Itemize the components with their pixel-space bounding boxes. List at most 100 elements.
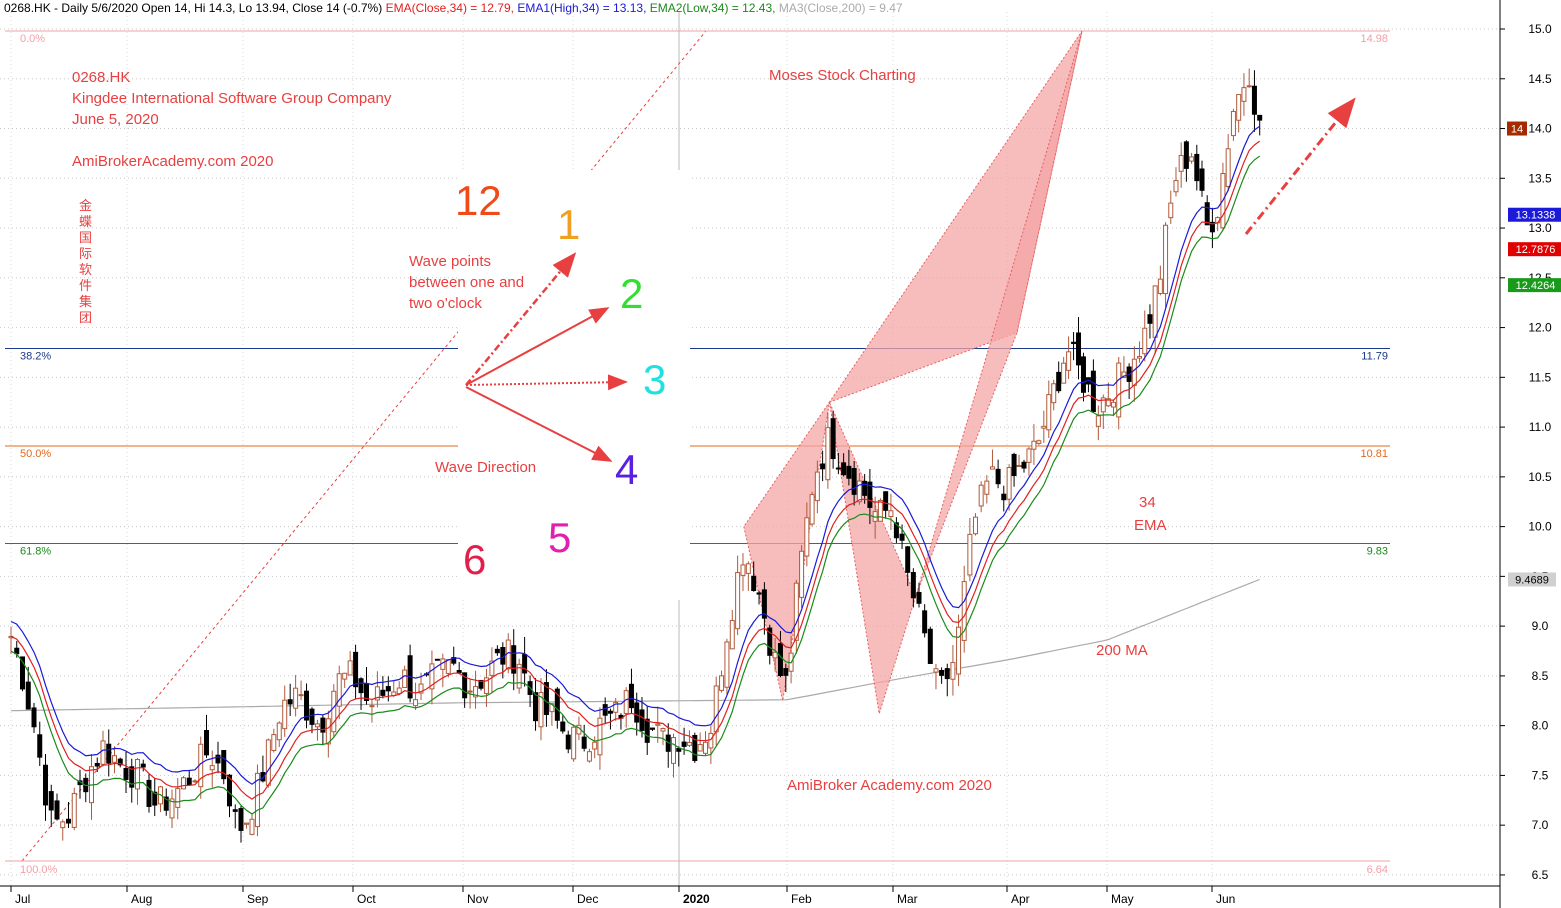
date-label: June 5, 2020 [72, 111, 159, 128]
candle-body [1026, 448, 1032, 463]
company-label: Kingdee International Software Group Com… [72, 90, 392, 107]
candle-body [123, 767, 129, 780]
candle-body [973, 516, 979, 535]
candle-body [745, 563, 751, 574]
candle-body [1080, 356, 1086, 393]
candle-body [1204, 202, 1210, 226]
candle-body [221, 750, 227, 780]
candle-body [152, 791, 158, 806]
candle-body [434, 658, 440, 661]
fib-value-label: 10.81 [1360, 448, 1388, 460]
candle-body [634, 702, 640, 723]
candle-body [686, 741, 692, 746]
candle-body [916, 591, 922, 604]
candle-body [192, 780, 198, 783]
candle-body [899, 533, 905, 541]
y-tick-label: 12.0 [1528, 321, 1552, 335]
candle-body [265, 739, 271, 786]
candle-body [445, 659, 451, 674]
fib-value-label: 9.83 [1367, 546, 1388, 558]
candle-body [1001, 493, 1007, 501]
candle-body [1021, 461, 1027, 469]
ticker-label: 0268.HK [72, 69, 131, 86]
y-tick-label: 8.5 [1532, 669, 1549, 683]
y-tick-label: 14.5 [1528, 72, 1552, 86]
candle-body [565, 734, 571, 750]
price-tag-label: 12.4264 [1516, 280, 1556, 292]
candle-body [1046, 394, 1052, 431]
candle-body [772, 651, 778, 659]
candle-body [331, 690, 337, 733]
x-tick-label: Nov [467, 892, 488, 906]
candle-body [777, 642, 783, 676]
candle-body [1131, 358, 1137, 386]
candle-body [793, 582, 799, 641]
candle-body [342, 672, 348, 680]
candle-body [244, 822, 250, 825]
candle-body [19, 656, 25, 690]
candle-body [320, 717, 326, 733]
candle-body [314, 723, 320, 728]
candle-body [692, 734, 698, 761]
candle-body [756, 592, 762, 595]
candle-body [287, 699, 293, 705]
y-tick-label: 13.5 [1528, 171, 1552, 185]
candle-body [740, 564, 746, 576]
ema-close-line [10, 140, 1261, 800]
footer-site-label: AmiBroker Academy.com 2020 [787, 777, 992, 794]
x-tick-label: Apr [1011, 892, 1030, 906]
clock-2: 2 [620, 270, 644, 317]
candle-body [347, 660, 353, 676]
candle-body [613, 701, 619, 713]
candle-body [939, 669, 945, 676]
candle-body [1257, 114, 1263, 121]
candle-body [293, 687, 299, 709]
candle-body [25, 681, 31, 710]
candle-body [175, 788, 181, 808]
candle-body [543, 682, 549, 715]
candle-body [1121, 371, 1127, 378]
candle-body [271, 734, 277, 751]
wave-direction-label: Wave Direction [435, 459, 537, 476]
x-tick-label: Sep [247, 892, 269, 906]
candle-body [586, 751, 592, 762]
candle-body [862, 480, 868, 496]
candle-body [944, 668, 950, 680]
candle-body [814, 471, 820, 502]
candle-body [473, 686, 479, 698]
y-tick-label: 6.5 [1532, 868, 1549, 882]
candle-body [956, 626, 962, 675]
candle-body [65, 818, 71, 824]
candle-body [1251, 85, 1257, 115]
candle-body [369, 705, 375, 708]
y-tick-label: 8.0 [1532, 719, 1549, 733]
candle-body [209, 765, 215, 771]
x-tick-label: Jun [1216, 892, 1235, 906]
candle-body [1183, 141, 1189, 169]
candle-body [429, 663, 435, 690]
candle-body [358, 678, 364, 694]
candle-body [1209, 221, 1215, 233]
header-ma3: MA3(Close,200) = 9.47 [778, 1, 903, 15]
candle-body [186, 777, 192, 786]
y-tick-label: 11.5 [1529, 370, 1552, 384]
header-ema1: EMA1(High,34) = 13.13, [517, 1, 647, 15]
candle-body [1006, 467, 1012, 500]
candle-body [1147, 314, 1153, 324]
candle-body [467, 690, 473, 693]
candle-body [94, 762, 100, 767]
candle-body [402, 669, 408, 688]
candle-body [989, 466, 995, 470]
candle-body [1041, 425, 1047, 429]
price-tag [1508, 242, 1561, 257]
header-ema: EMA(Close,34) = 12.79, [385, 1, 514, 15]
candle-body [825, 427, 831, 481]
candle-body [276, 722, 282, 741]
candle-body [681, 741, 687, 747]
candle-body [995, 468, 1001, 485]
x-tick-label: 2020 [683, 892, 710, 906]
candle-body [1071, 341, 1077, 344]
candle-body [134, 758, 140, 790]
candle-body [933, 668, 939, 673]
